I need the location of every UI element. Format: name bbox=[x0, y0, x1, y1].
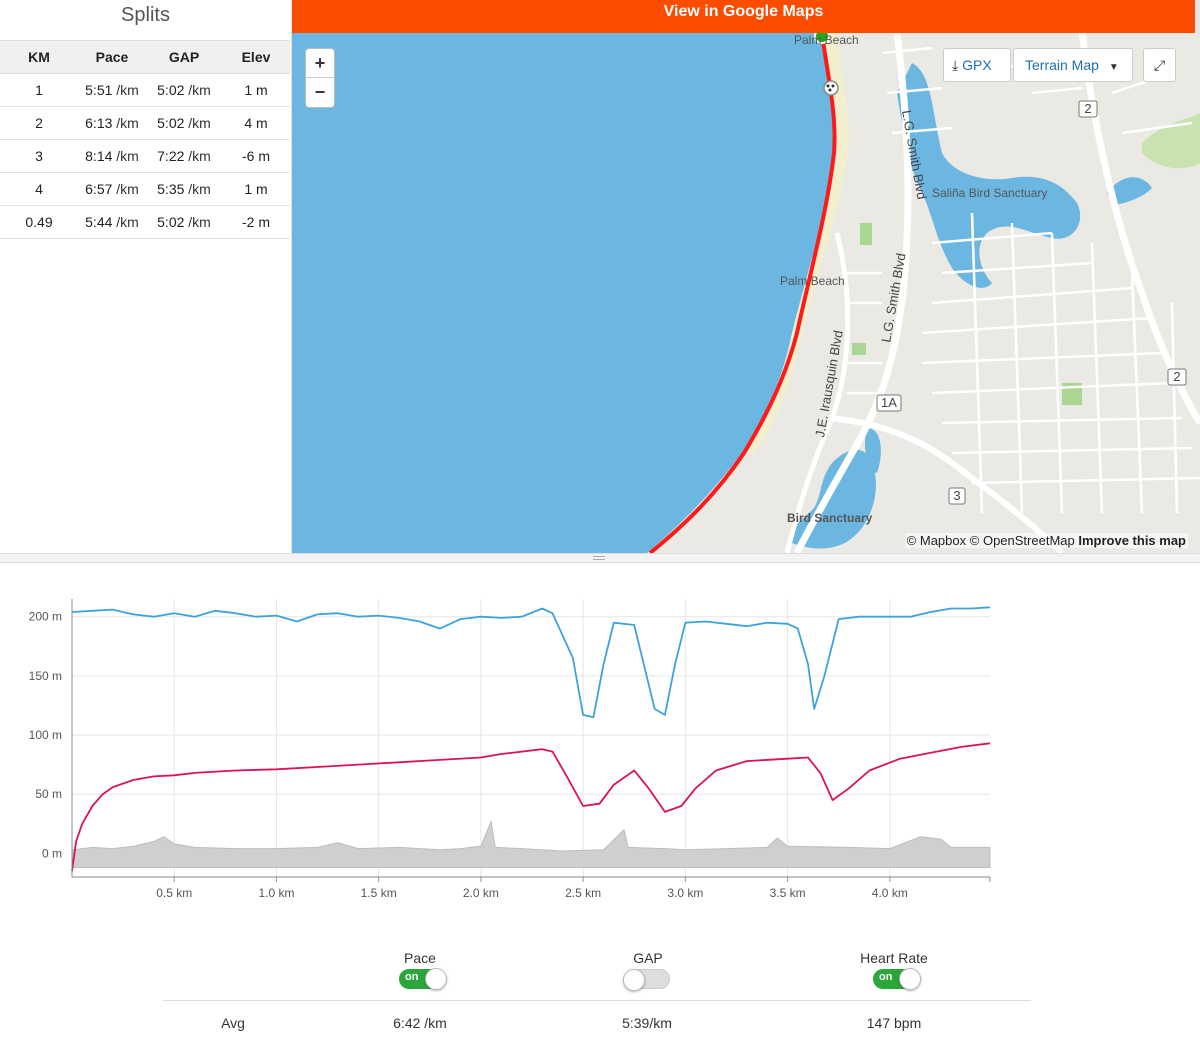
table-row: 2 6:13 /km 5:02 /km 4 m bbox=[0, 106, 290, 140]
splits-panel: Splits KM Pace GAP Elev 1 5:51 /km 5:02 … bbox=[0, 0, 292, 553]
y-tick-label: 100 m bbox=[29, 728, 62, 742]
toggle-knob bbox=[623, 969, 645, 991]
route-1a-label: 1A bbox=[881, 395, 897, 410]
route-2-label: 2 bbox=[1084, 101, 1091, 116]
table-row: 0.49 5:44 /km 5:02 /km -2 m bbox=[0, 205, 290, 239]
gap-toggle-label: GAP bbox=[633, 950, 663, 966]
table-row: 4 6:57 /km 5:35 /km 1 m bbox=[0, 172, 290, 206]
avg-pace: 6:42 /km bbox=[393, 1015, 447, 1031]
heart-rate-toggle-label: Heart Rate bbox=[860, 950, 928, 966]
sea-area bbox=[292, 33, 835, 553]
route-map[interactable]: View in Google Maps bbox=[292, 0, 1200, 553]
view-in-google-maps-button[interactable]: View in Google Maps bbox=[292, 0, 1195, 33]
chart-svg: 0.5 km 1.0 km 1.5 km 2.0 km 2.5 km 3.0 km 3.5 … bbox=[29, 599, 991, 900]
palm-beach-label: Palm Beach bbox=[780, 274, 845, 288]
split-gap: 7:22 /km bbox=[146, 139, 222, 173]
split-km: 3 bbox=[0, 139, 78, 173]
fullscreen-icon: ⤢ bbox=[1153, 57, 1166, 73]
zoom-control: + − bbox=[305, 48, 335, 108]
split-elev: -2 m bbox=[222, 205, 290, 239]
bird-sanctuary-label: Bird Sanctuary bbox=[787, 511, 873, 525]
splits-title: Splits bbox=[121, 4, 170, 26]
resize-handle[interactable] bbox=[0, 553, 1200, 563]
terrain-map-dropdown[interactable]: Terrain Map ▼ bbox=[1013, 48, 1133, 82]
split-gap: 5:35 /km bbox=[146, 172, 222, 206]
activity-chart[interactable]: 0.5 km 1.0 km 1.5 km 2.0 km 2.5 km 3.0 km 3.5 … bbox=[0, 564, 1200, 924]
avg-heart-rate: 147 bpm bbox=[866, 1015, 922, 1031]
y-tick-label: 50 m bbox=[35, 787, 62, 801]
pace-toggle-on-text: on bbox=[405, 971, 419, 983]
x-tick-label: 3.5 km bbox=[770, 886, 806, 900]
x-tick-label: 2.0 km bbox=[463, 886, 499, 900]
map-attribution: © Mapbox © OpenStreetMap Improve this ma… bbox=[904, 533, 1188, 548]
split-km: 0.49 bbox=[0, 205, 78, 239]
header-elev: Elev bbox=[222, 40, 290, 74]
x-tick-label: 1.5 km bbox=[361, 886, 397, 900]
header-pace: Pace bbox=[78, 40, 146, 74]
split-elev: 1 m bbox=[222, 73, 290, 107]
gpx-label: GPX bbox=[962, 57, 992, 73]
split-gap: 5:02 /km bbox=[146, 205, 222, 239]
caret-down-icon: ▼ bbox=[1108, 62, 1119, 73]
route-3-label: 3 bbox=[953, 488, 960, 503]
toggle-knob bbox=[899, 968, 921, 990]
avg-divider bbox=[163, 1000, 1031, 1001]
split-pace: 6:57 /km bbox=[78, 172, 146, 206]
split-elev: 4 m bbox=[222, 106, 290, 140]
x-tick-label: 2.5 km bbox=[565, 886, 601, 900]
splits-table: KM Pace GAP Elev 1 5:51 /km 5:02 /km 1 m… bbox=[0, 40, 290, 239]
mapbox-attribution[interactable]: © Mapbox bbox=[906, 533, 967, 548]
x-tick-label: 4.0 km bbox=[872, 886, 908, 900]
toggle-knob bbox=[425, 968, 447, 990]
header-km: KM bbox=[0, 40, 78, 74]
split-pace: 5:44 /km bbox=[78, 205, 146, 239]
split-gap: 5:02 /km bbox=[146, 106, 222, 140]
split-elev: -6 m bbox=[222, 139, 290, 173]
y-tick-label: 200 m bbox=[29, 610, 62, 624]
header-gap: GAP bbox=[146, 40, 222, 74]
osm-attribution[interactable]: © OpenStreetMap bbox=[969, 533, 1075, 548]
split-pace: 6:13 /km bbox=[78, 106, 146, 140]
elevation-area bbox=[71, 819, 991, 869]
salina-lagoon bbox=[897, 63, 1081, 288]
table-row: 3 8:14 /km 7:22 /km -6 m bbox=[0, 139, 290, 173]
heart-rate-toggle[interactable]: on bbox=[873, 968, 921, 990]
terrain-map-label: Terrain Map bbox=[1025, 57, 1099, 73]
pace-line bbox=[71, 606, 991, 719]
split-km: 2 bbox=[0, 106, 78, 140]
split-km: 1 bbox=[0, 73, 78, 107]
x-tick-label: 0.5 km bbox=[156, 886, 192, 900]
salina-bird-sanctuary-label: Saliña Bird Sanctuary bbox=[932, 186, 1047, 200]
split-pace: 5:51 /km bbox=[78, 73, 146, 107]
activity-route bbox=[648, 33, 837, 553]
finish-marker bbox=[823, 80, 839, 96]
zoom-in-button[interactable]: + bbox=[306, 49, 334, 78]
pace-toggle-label: Pace bbox=[404, 950, 436, 966]
split-gap: 5:02 /km bbox=[146, 73, 222, 107]
map-canvas[interactable]: 2 2 1A 3 Palm Beach Palm Beach L.G. Smit… bbox=[292, 33, 1200, 553]
heart-rate-line bbox=[71, 742, 991, 872]
zoom-out-button[interactable]: − bbox=[314, 82, 326, 102]
pace-toggle[interactable]: on bbox=[399, 968, 447, 990]
x-tick-label: 1.0 km bbox=[258, 886, 294, 900]
download-icon: ⤓ bbox=[952, 57, 959, 73]
y-tick-label: 0 m bbox=[42, 846, 62, 860]
split-km: 4 bbox=[0, 172, 78, 206]
x-tick-label: 3.0 km bbox=[667, 886, 703, 900]
fullscreen-button[interactable]: ⤢ bbox=[1143, 48, 1176, 82]
route-2-label: 2 bbox=[1173, 369, 1180, 384]
avg-label: Avg bbox=[221, 1015, 245, 1031]
gpx-download-button[interactable]: ⤓ GPX bbox=[943, 48, 1011, 82]
hr-toggle-on-text: on bbox=[879, 971, 893, 983]
improve-map-link[interactable]: Improve this map bbox=[1078, 533, 1186, 548]
gap-toggle[interactable] bbox=[623, 969, 670, 991]
start-marker bbox=[814, 33, 830, 44]
route-shield bbox=[876, 100, 1187, 505]
split-pace: 8:14 /km bbox=[78, 139, 146, 173]
table-row: 1 5:51 /km 5:02 /km 1 m bbox=[0, 73, 290, 107]
y-tick-label: 150 m bbox=[29, 669, 62, 683]
avg-gap: 5:39/km bbox=[622, 1015, 672, 1031]
split-elev: 1 m bbox=[222, 172, 290, 206]
palm-beach-top-label: Palm Beach bbox=[794, 33, 859, 47]
